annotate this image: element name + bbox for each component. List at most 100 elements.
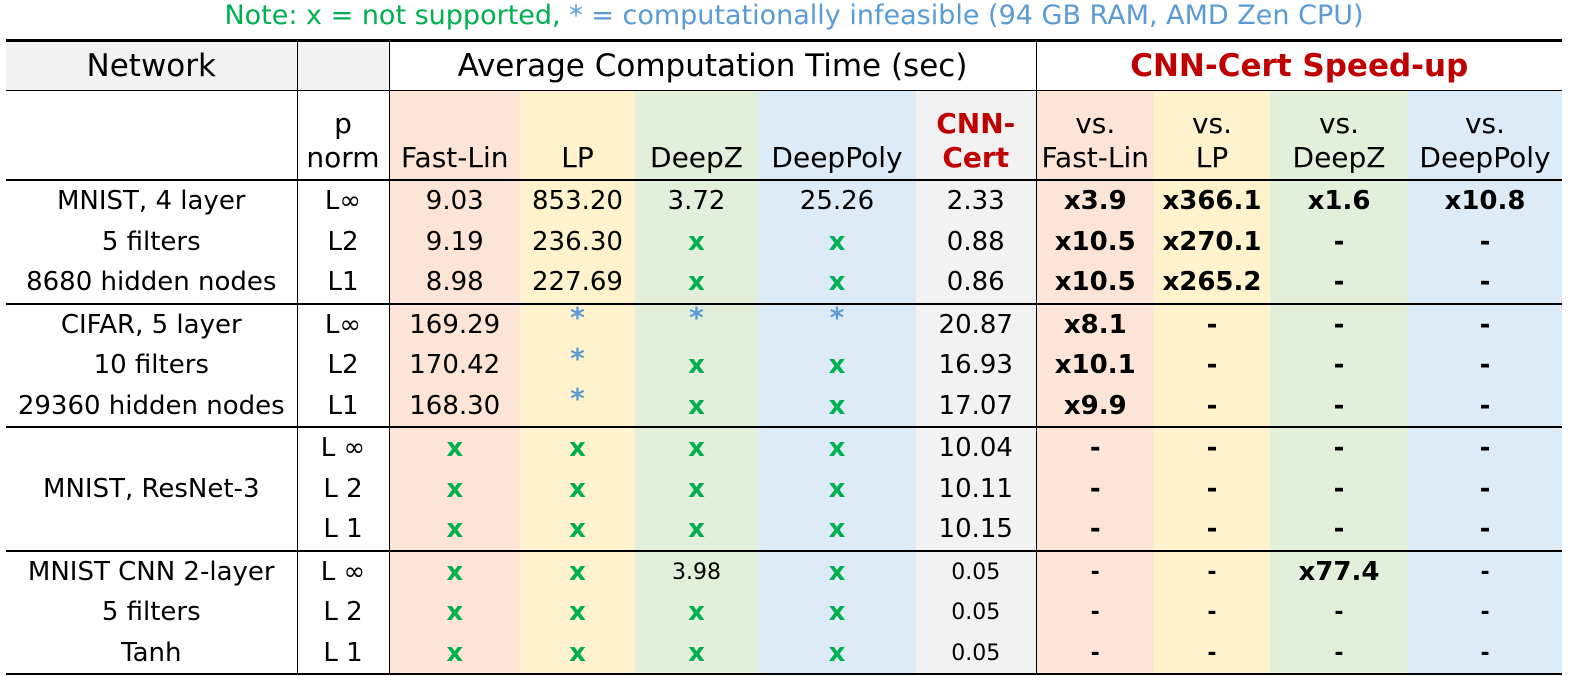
cell-network: 10 filters [6,345,298,386]
cell-speedup-lp: - [1154,427,1270,469]
cell-lp: * [520,385,635,428]
cell-speedup-fastlin: - [1036,509,1154,552]
header-avg-time: Average Computation Time (sec) [389,39,1037,91]
cell-lp: x [520,427,635,469]
header-pnorm: p norm [297,90,390,181]
cell-deepz: x [635,262,758,305]
cell-deeppoly: x [758,468,916,509]
cell-pnorm: L∞ [297,303,390,345]
cell-cnncert: 17.07 [916,385,1037,428]
cell-speedup-deepz: - [1270,427,1408,469]
cell-fastlin: x [389,468,520,509]
cell-network: MNIST, ResNet-3 [6,468,298,509]
cell-speedup-lp: - [1154,468,1270,509]
cell-speedup-fastlin: x10.1 [1036,345,1154,386]
cell-cnncert: 0.05 [916,550,1037,592]
cell-deeppoly: x [758,221,916,262]
table-row: CIFAR, 5 layer L∞ 169.29 * * * 20.87 x8.1- - - [6,303,1563,345]
note-legend: Note: x = not supported, * = computation… [0,0,1588,36]
cell-speedup-lp: x270.1 [1154,221,1270,262]
header-vs-deepz: vs. DeepZ [1270,90,1408,181]
header-p: p [334,107,352,140]
cell-deeppoly: x [758,427,916,469]
cell-network: 8680 hidden nodes [6,262,298,305]
cell-cnncert: 0.88 [916,221,1037,262]
header-norm: norm [306,141,380,174]
cell-deeppoly: 25.26 [758,180,916,222]
cell-cnncert: 10.11 [916,468,1037,509]
cell-cnncert: 20.87 [916,303,1037,345]
cell-deeppoly: x [758,592,916,633]
cell-fastlin: x [389,550,520,592]
cell-pnorm: L2 [297,221,390,262]
table-row: MNIST, 4 layer L∞ 9.03 853.20 3.72 25.26 2.33 x… [6,180,1563,222]
cell-deeppoly: x [758,632,916,675]
cell-speedup-deepz: - [1270,592,1408,633]
cell-deeppoly: * [758,303,916,345]
cell-speedup-fastlin: x9.9 [1036,385,1154,428]
cell-lp: 227.69 [520,262,635,305]
cell-deepz: x [635,427,758,469]
cell-lp: * [520,303,635,345]
cell-speedup-lp: - [1154,345,1270,386]
cell-deepz: 3.98 [635,550,758,592]
header-deepz: DeepZ [635,90,758,181]
cell-deepz: 3.72 [635,180,758,222]
cell-speedup-deepz: - [1270,345,1408,386]
cell-fastlin: 8.98 [389,262,520,305]
cell-speedup-fastlin: - [1036,550,1154,592]
header-lp: LP [520,90,635,181]
cell-speedup-deepz: - [1270,303,1408,345]
header-speedup: CNN-Cert Speed-up [1036,39,1563,91]
header-vs-deeppoly: vs. DeepPoly [1408,90,1563,181]
cell-lp: x [520,509,635,552]
cell-network: MNIST CNN 2-layer [6,550,298,592]
cell-speedup-fastlin: - [1036,427,1154,469]
header-network-spacer [6,90,298,181]
header-deeppoly: DeepPoly [758,90,916,181]
table-row: 8680 hidden nodes L1 8.98 227.69 x x 0.86 x10.5… [6,262,1563,305]
cell-deeppoly: x [758,550,916,592]
table-row: Tanh L 1 x x x x 0.05- - - - [6,632,1563,675]
header-vs-lp: vs. LP [1154,90,1270,181]
table-row: L ∞ x x x x 10.04- - - - [6,427,1563,469]
header-network: Network [6,39,298,91]
cell-speedup-deeppoly: - [1408,427,1563,469]
cell-cnncert: 0.05 [916,592,1037,633]
cell-speedup-deeppoly: - [1408,468,1563,509]
cell-deeppoly: x [758,509,916,552]
cell-fastlin: 9.19 [389,221,520,262]
cell-deeppoly: x [758,385,916,428]
header-fastlin: Fast-Lin [389,90,520,181]
cell-speedup-deepz: x1.6 [1270,180,1408,222]
cell-speedup-deeppoly: - [1408,592,1563,633]
cell-speedup-fastlin: - [1036,592,1154,633]
cell-speedup-deepz: - [1270,262,1408,305]
cell-speedup-fastlin: - [1036,632,1154,675]
cell-speedup-lp: x366.1 [1154,180,1270,222]
note-separator: , [552,0,561,31]
cell-cnncert: 0.86 [916,262,1037,305]
table-row: 29360 hidden nodes L1 168.30 * x x 17.07 x9.9- -… [6,385,1563,428]
cell-speedup-deeppoly: - [1408,221,1563,262]
cell-deepz: x [635,468,758,509]
cell-speedup-fastlin: x10.5 [1036,221,1154,262]
cell-lp: x [520,468,635,509]
cell-cnncert: 0.05 [916,632,1037,675]
header-pnorm-top [297,39,390,91]
table-row: 10 filters L2 170.42 * x x 16.93 x10.1- - - [6,345,1563,386]
cell-network: Tanh [6,632,298,675]
cell-speedup-fastlin: x10.5 [1036,262,1154,305]
cell-pnorm: L∞ [297,180,390,222]
cell-speedup-deeppoly: x10.8 [1408,180,1563,222]
cell-pnorm: L ∞ [297,550,390,592]
cell-speedup-deepz: - [1270,468,1408,509]
note-not-supported: Note: x = not supported [224,0,553,31]
cell-speedup-deepz: - [1270,632,1408,675]
cell-network: 29360 hidden nodes [6,385,298,428]
cell-network: 5 filters [6,221,298,262]
cell-deepz: x [635,632,758,675]
cell-speedup-deeppoly: - [1408,550,1563,592]
cell-speedup-deeppoly: - [1408,345,1563,386]
cell-deepz: x [635,509,758,552]
